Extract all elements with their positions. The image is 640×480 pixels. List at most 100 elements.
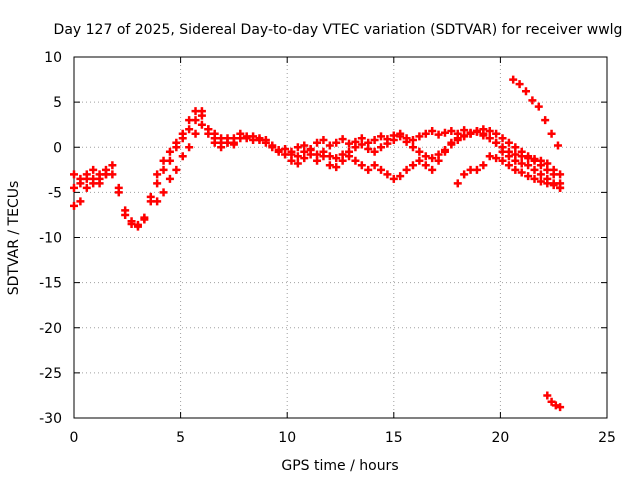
data-point [76, 174, 85, 183]
data-point [553, 141, 562, 150]
data-point [332, 138, 341, 147]
data-point [447, 138, 456, 147]
data-point [159, 188, 168, 197]
x-tick-labels: 0 5 10 15 20 25 [70, 430, 616, 446]
data-point [287, 156, 296, 165]
data-point [485, 134, 494, 143]
x-axis-label: GPS time / hours [281, 458, 398, 474]
data-point [530, 156, 539, 165]
data-point [197, 111, 206, 120]
data-point [306, 150, 315, 159]
data-point [485, 127, 494, 136]
data-point [511, 143, 520, 152]
y-tick-label: -20 [39, 321, 62, 337]
data-point [509, 75, 518, 84]
data-point [534, 102, 543, 111]
data-point [313, 138, 322, 147]
data-point [70, 201, 78, 210]
data-point [536, 177, 545, 186]
data-point [261, 136, 270, 145]
series-4 [453, 75, 565, 412]
data-point [351, 156, 360, 165]
data-point [82, 183, 91, 192]
data-point [543, 165, 552, 174]
data-point [421, 129, 430, 138]
data-point [108, 161, 117, 170]
data-point [172, 165, 181, 174]
data-point [421, 152, 430, 161]
data-point [217, 134, 226, 143]
data-point [383, 139, 392, 148]
data-point [536, 170, 545, 179]
data-point [549, 181, 558, 190]
data-point [447, 127, 456, 136]
data-point [428, 154, 437, 163]
data-point [95, 179, 104, 188]
data-point [460, 170, 469, 179]
data-point [338, 135, 347, 144]
data-point [511, 150, 520, 159]
data-point [357, 161, 366, 170]
data-point [223, 138, 232, 147]
data-point [293, 159, 302, 168]
data-point [268, 141, 277, 150]
data-point [541, 116, 550, 125]
y-tick-label: -5 [48, 185, 62, 201]
data-point [551, 401, 560, 410]
data-point [293, 152, 302, 161]
data-point [511, 165, 520, 174]
data-point [421, 161, 430, 170]
data-point [396, 172, 405, 181]
data-point [133, 220, 142, 229]
data-point [389, 174, 398, 183]
data-point [153, 179, 162, 188]
data-point [521, 87, 530, 96]
data-point [517, 147, 526, 156]
data-point [172, 143, 181, 152]
data-point [345, 139, 354, 148]
y-tick-label: -25 [39, 366, 62, 382]
data-point [319, 136, 328, 145]
data-point [504, 161, 513, 170]
x-tick-label: 25 [598, 430, 616, 446]
data-point [408, 136, 417, 145]
data-point [325, 161, 334, 170]
data-point [530, 165, 539, 174]
data-point [377, 132, 386, 141]
data-point [472, 165, 481, 174]
data-point [300, 154, 309, 163]
data-point [498, 156, 507, 165]
y-tick-label: 5 [53, 95, 62, 111]
data-point [76, 197, 85, 206]
data-point [536, 161, 545, 170]
data-point [89, 165, 98, 174]
data-series [70, 75, 565, 412]
data-point [479, 125, 488, 134]
x-tick-label: 0 [70, 430, 79, 446]
x-tick-label: 10 [278, 430, 296, 446]
data-point [515, 80, 524, 89]
data-point [479, 161, 488, 170]
data-point [249, 136, 258, 145]
data-point [242, 132, 251, 141]
data-point [191, 129, 200, 138]
data-point [415, 156, 424, 165]
y-tick-label: -15 [39, 276, 62, 292]
series-3 [70, 111, 565, 210]
data-point [517, 159, 526, 168]
grid-lines [74, 57, 607, 418]
data-point [504, 138, 513, 147]
data-point [204, 125, 213, 134]
data-point [549, 170, 558, 179]
data-point [556, 403, 565, 412]
data-point [453, 134, 462, 143]
data-point [547, 397, 556, 406]
data-point [140, 215, 149, 224]
data-point [165, 147, 174, 156]
data-point [332, 163, 341, 172]
data-point [114, 188, 123, 197]
data-point [325, 141, 334, 150]
data-point [408, 161, 417, 170]
data-point [556, 183, 565, 192]
